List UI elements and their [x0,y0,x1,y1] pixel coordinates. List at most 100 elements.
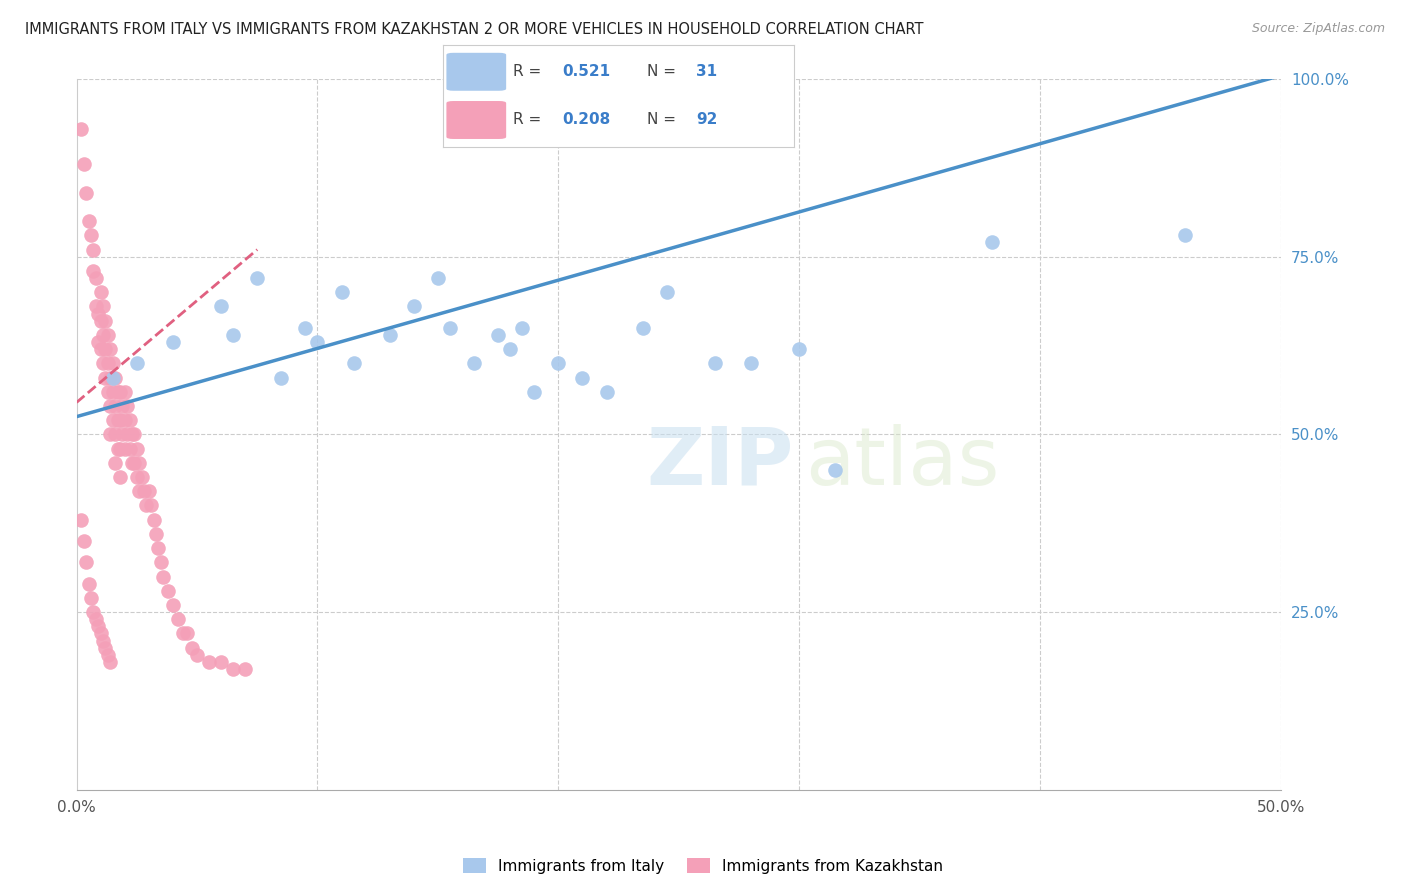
Point [82,605,104,619]
Point [115,399,138,413]
Point [90,285,112,300]
Text: 0.208: 0.208 [562,112,610,128]
Point [571,370,593,384]
Point [101,413,124,427]
Point [166,612,188,626]
Point [94,640,117,655]
Text: IMMIGRANTS FROM ITALY VS IMMIGRANTS FROM KAZAKHSTAN 2 OR MORE VEHICLES IN HOUSEH: IMMIGRANTS FROM ITALY VS IMMIGRANTS FROM… [25,22,924,37]
Point [704,356,727,370]
Point [87,334,110,349]
Point [463,356,485,370]
Point [128,484,150,499]
Point [135,499,157,513]
Point [131,470,153,484]
Point [128,456,150,470]
Point [149,555,172,569]
Point [426,271,449,285]
Point [124,456,146,470]
Point [91,327,114,342]
Point [104,370,127,384]
Point [77,576,100,591]
Point [94,313,117,327]
Point [107,442,129,456]
Point [94,342,117,356]
FancyBboxPatch shape [447,53,506,91]
Point [246,271,269,285]
Point [97,356,120,370]
Point [330,285,353,300]
Point [97,384,120,399]
Point [101,384,124,399]
Point [121,427,143,442]
Point [121,456,143,470]
Text: 0.521: 0.521 [562,64,610,79]
Text: 92: 92 [696,112,717,128]
Point [82,264,104,278]
Point [108,442,131,456]
Point [80,591,103,605]
Point [209,300,232,314]
Point [209,655,232,669]
Point [101,370,124,384]
Point [108,413,131,427]
Text: R =: R = [513,64,547,79]
Point [124,427,146,442]
Point [595,384,617,399]
Point [222,662,245,676]
Point [91,633,114,648]
Point [294,320,316,334]
Point [138,484,160,499]
Point [655,285,678,300]
Point [73,534,96,549]
Point [181,640,204,655]
Point [233,662,256,676]
Point [186,648,208,662]
Point [148,541,170,556]
Point [111,427,134,442]
Point [104,399,127,413]
Point [97,327,120,342]
Point [98,427,121,442]
Point [125,470,148,484]
Point [87,619,110,633]
Point [91,356,114,370]
FancyBboxPatch shape [447,101,506,139]
Point [115,427,138,442]
Point [132,484,155,499]
Point [402,300,425,314]
Point [981,235,1004,250]
Point [152,569,174,583]
Point [270,370,292,384]
Point [141,499,163,513]
Point [107,384,129,399]
Point [222,327,245,342]
Point [80,228,103,243]
Point [98,399,121,413]
Point [547,356,569,370]
Point [114,384,136,399]
Point [118,442,141,456]
Point [90,626,112,640]
Point [157,583,180,598]
Text: Source: ZipAtlas.com: Source: ZipAtlas.com [1251,22,1385,36]
Point [118,413,141,427]
Legend: Immigrants from Italy, Immigrants from Kazakhstan: Immigrants from Italy, Immigrants from K… [457,852,949,880]
Point [114,442,136,456]
Point [108,384,131,399]
Point [75,555,97,569]
Point [77,214,100,228]
Point [439,320,461,334]
Point [75,186,97,200]
Point [70,513,93,527]
Point [70,121,93,136]
Point [172,626,194,640]
Point [125,442,148,456]
Text: ZIP: ZIP [645,424,793,502]
Point [104,427,127,442]
Text: N =: N = [647,112,681,128]
Text: atlas: atlas [806,424,1000,502]
Point [91,300,114,314]
Point [90,342,112,356]
Point [104,456,127,470]
Point [162,334,184,349]
